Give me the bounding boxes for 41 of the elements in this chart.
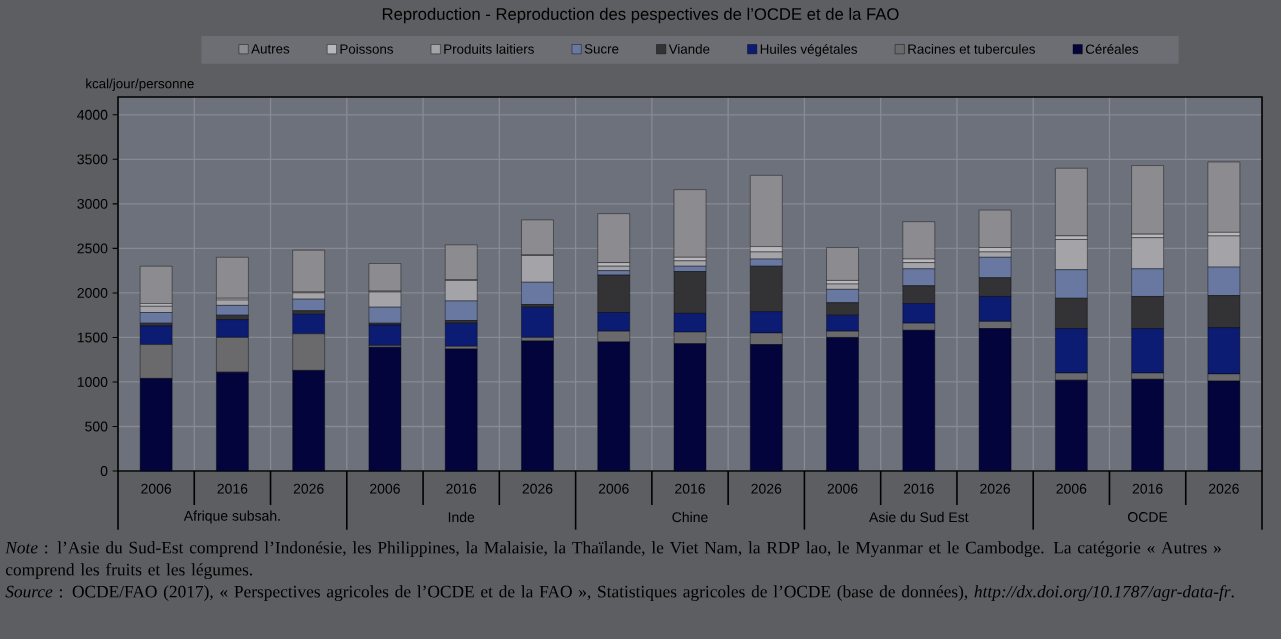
x-tick-label: 2026 <box>1209 483 1239 494</box>
y-tick-label: 2500 <box>77 243 108 254</box>
legend-label: Autres <box>251 44 290 54</box>
chart-title: Reproduction - Reproduction des pespectives de l’OCDE et de la FAO <box>382 7 899 24</box>
x-tick-label: 2016 <box>217 483 248 494</box>
y-axis-title: kcal/jour/personne <box>86 78 194 91</box>
legend-label: Céréales <box>1085 43 1139 54</box>
text: Chine <box>672 511 708 523</box>
text: OCDE <box>1128 512 1168 522</box>
y-tick-label: 0 <box>100 466 108 476</box>
y-tick-label: 2000 <box>77 287 108 298</box>
x-tick-label: 2006 <box>141 483 172 494</box>
text: Inde <box>448 511 475 523</box>
y-tick-label: 1000 <box>77 377 108 387</box>
y-tick-label: 500 <box>85 421 108 432</box>
x-tick-label: 2016 <box>446 483 477 494</box>
text: Afrique subsah. <box>183 510 280 524</box>
y-tick-label: 3500 <box>77 154 108 165</box>
y-tick-label: 1500 <box>77 332 108 343</box>
legend-label: Produits laitiers <box>444 44 534 54</box>
x-tick-label: 2006 <box>1056 483 1087 494</box>
x-tick-label: 2026 <box>293 483 324 494</box>
legend-label: Sucre <box>584 44 619 54</box>
x-tick-label: 2026 <box>751 483 782 494</box>
x-tick-label: 2026 <box>522 483 553 494</box>
x-tick-label: 2006 <box>598 483 629 494</box>
x-tick-label: 2016 <box>675 483 705 494</box>
x-tick-label: 2006 <box>827 483 858 494</box>
y-tick-label: 4000 <box>77 109 108 120</box>
legend-label: Huiles végétales <box>760 43 858 57</box>
legend-label: Racines et tubercules <box>908 44 1035 54</box>
x-tick-label: 2016 <box>1132 483 1163 494</box>
y-tick-label: 3000 <box>77 198 108 209</box>
legend-label: Viande <box>668 44 710 54</box>
legend-label: Poissons <box>340 44 394 54</box>
x-tick-label: 2006 <box>370 483 400 494</box>
text: Asie du Sud Est <box>869 511 969 523</box>
text: Note : l’Asie du Sud-Est comprend l’Indonésie, les Philippines, la Malaisie, la Thaïlande, le Viet Nam, la RDP lao, le Myanmar et le Cambodge. La catégorie « Autres » comprend les fruits et les légumes. <box>5 541 1221 580</box>
x-tick-label: 2026 <box>980 483 1011 494</box>
x-tick-label: 2016 <box>903 483 934 494</box>
text: Source : OCDE/FAO (2017), « Perspectives agricoles de l’OCDE et de la FAO », Statistiques agricoles de l’OCDE (base de données), http://dx.doi.org/10.1787/agr-data-fr. <box>5 585 1234 602</box>
